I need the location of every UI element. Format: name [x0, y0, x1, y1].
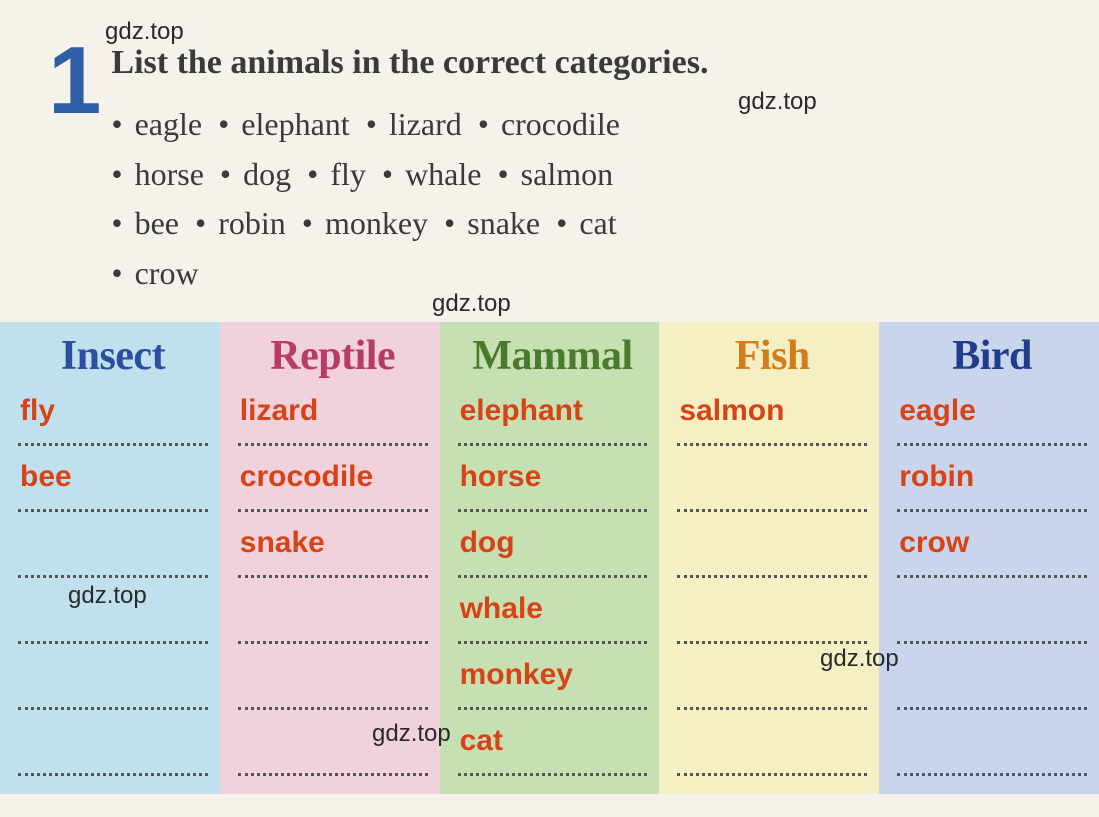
answer-line: fly	[18, 386, 208, 446]
instruction-block: List the animals in the correct categori…	[111, 40, 708, 298]
answer-line	[677, 452, 867, 512]
answer-text: salmon	[679, 394, 784, 428]
answer-text: fly	[20, 394, 55, 428]
word-bullet: •	[111, 199, 122, 249]
word-item: bee	[135, 205, 179, 241]
answer-line	[18, 716, 208, 776]
answer-text: crow	[899, 526, 969, 560]
category-title: Reptile	[238, 332, 428, 380]
answer-line: robin	[897, 452, 1087, 512]
answer-text: lizard	[240, 394, 318, 428]
word-bullet: •	[556, 199, 567, 249]
answer-line: snake	[238, 518, 428, 578]
answer-text: monkey	[460, 658, 573, 692]
word-item: elephant	[241, 106, 349, 142]
answer-text: eagle	[899, 394, 976, 428]
word-bullet: •	[111, 249, 122, 299]
answer-line: crocodile	[238, 452, 428, 512]
word-bullet: •	[478, 100, 489, 150]
word-bullet: •	[497, 150, 508, 200]
word-bullet: •	[111, 100, 122, 150]
answer-line	[18, 584, 208, 644]
answer-line: crow	[897, 518, 1087, 578]
category-title: Bird	[897, 332, 1087, 380]
word-bullet: •	[307, 150, 318, 200]
answer-line	[677, 584, 867, 644]
category-title: Mammal	[458, 332, 648, 380]
category-title: Fish	[677, 332, 867, 380]
word-item: snake	[467, 205, 540, 241]
answer-text: cat	[460, 724, 503, 758]
word-bullet: •	[195, 199, 206, 249]
answer-line	[897, 584, 1087, 644]
answer-line: horse	[458, 452, 648, 512]
answer-text: bee	[20, 460, 72, 494]
exercise-number: 1	[48, 40, 101, 122]
answer-line	[18, 650, 208, 710]
category-column-insect: Insect fly bee	[0, 322, 220, 794]
category-title: Insect	[18, 332, 208, 380]
word-item: eagle	[135, 106, 203, 142]
answer-line	[238, 650, 428, 710]
word-bullet: •	[220, 150, 231, 200]
word-bullet: •	[111, 150, 122, 200]
word-item: salmon	[521, 156, 613, 192]
instruction-text: List the animals in the correct categori…	[111, 44, 708, 82]
word-bullet: •	[302, 199, 313, 249]
answer-line: monkey	[458, 650, 648, 710]
answer-line: dog	[458, 518, 648, 578]
answer-line: elephant	[458, 386, 648, 446]
word-list: • eagle • elephant • lizard • crocodile …	[111, 100, 708, 298]
word-bullet: •	[218, 100, 229, 150]
answer-line: whale	[458, 584, 648, 644]
exercise-header: 1 List the animals in the correct catego…	[48, 40, 708, 298]
answer-line	[238, 716, 428, 776]
answer-line	[897, 716, 1087, 776]
word-bullet: •	[366, 100, 377, 150]
word-item: dog	[243, 156, 291, 192]
answer-line	[677, 518, 867, 578]
answer-text: elephant	[460, 394, 583, 428]
watermark: gdz.top	[738, 88, 817, 116]
answer-line	[897, 650, 1087, 710]
answer-text: robin	[899, 460, 974, 494]
answer-text: dog	[460, 526, 515, 560]
answer-line: eagle	[897, 386, 1087, 446]
answer-line: salmon	[677, 386, 867, 446]
word-item: cat	[579, 205, 616, 241]
answer-line: cat	[458, 716, 648, 776]
answer-text: snake	[240, 526, 325, 560]
word-item: crow	[135, 255, 199, 291]
word-item: robin	[218, 205, 286, 241]
word-item: whale	[405, 156, 481, 192]
answer-line	[238, 584, 428, 644]
category-table: Insect fly bee Reptile lizard crocodile snake M…	[0, 322, 1099, 794]
word-item: crocodile	[501, 106, 620, 142]
answer-text: horse	[460, 460, 542, 494]
word-item: lizard	[389, 106, 462, 142]
category-column-bird: Bird eagle robin crow	[879, 322, 1099, 794]
word-bullet: •	[382, 150, 393, 200]
answer-text: whale	[460, 592, 543, 626]
word-item: monkey	[325, 205, 428, 241]
answer-line: lizard	[238, 386, 428, 446]
word-item: horse	[135, 156, 204, 192]
category-column-reptile: Reptile lizard crocodile snake	[220, 322, 440, 794]
answer-line: bee	[18, 452, 208, 512]
category-column-fish: Fish salmon	[659, 322, 879, 794]
answer-line	[677, 650, 867, 710]
answer-line	[677, 716, 867, 776]
answer-text: crocodile	[240, 460, 373, 494]
category-column-mammal: Mammal elephant horse dog whale monkey cat	[440, 322, 660, 794]
answer-line	[18, 518, 208, 578]
word-item: fly	[330, 156, 366, 192]
word-bullet: •	[444, 199, 455, 249]
